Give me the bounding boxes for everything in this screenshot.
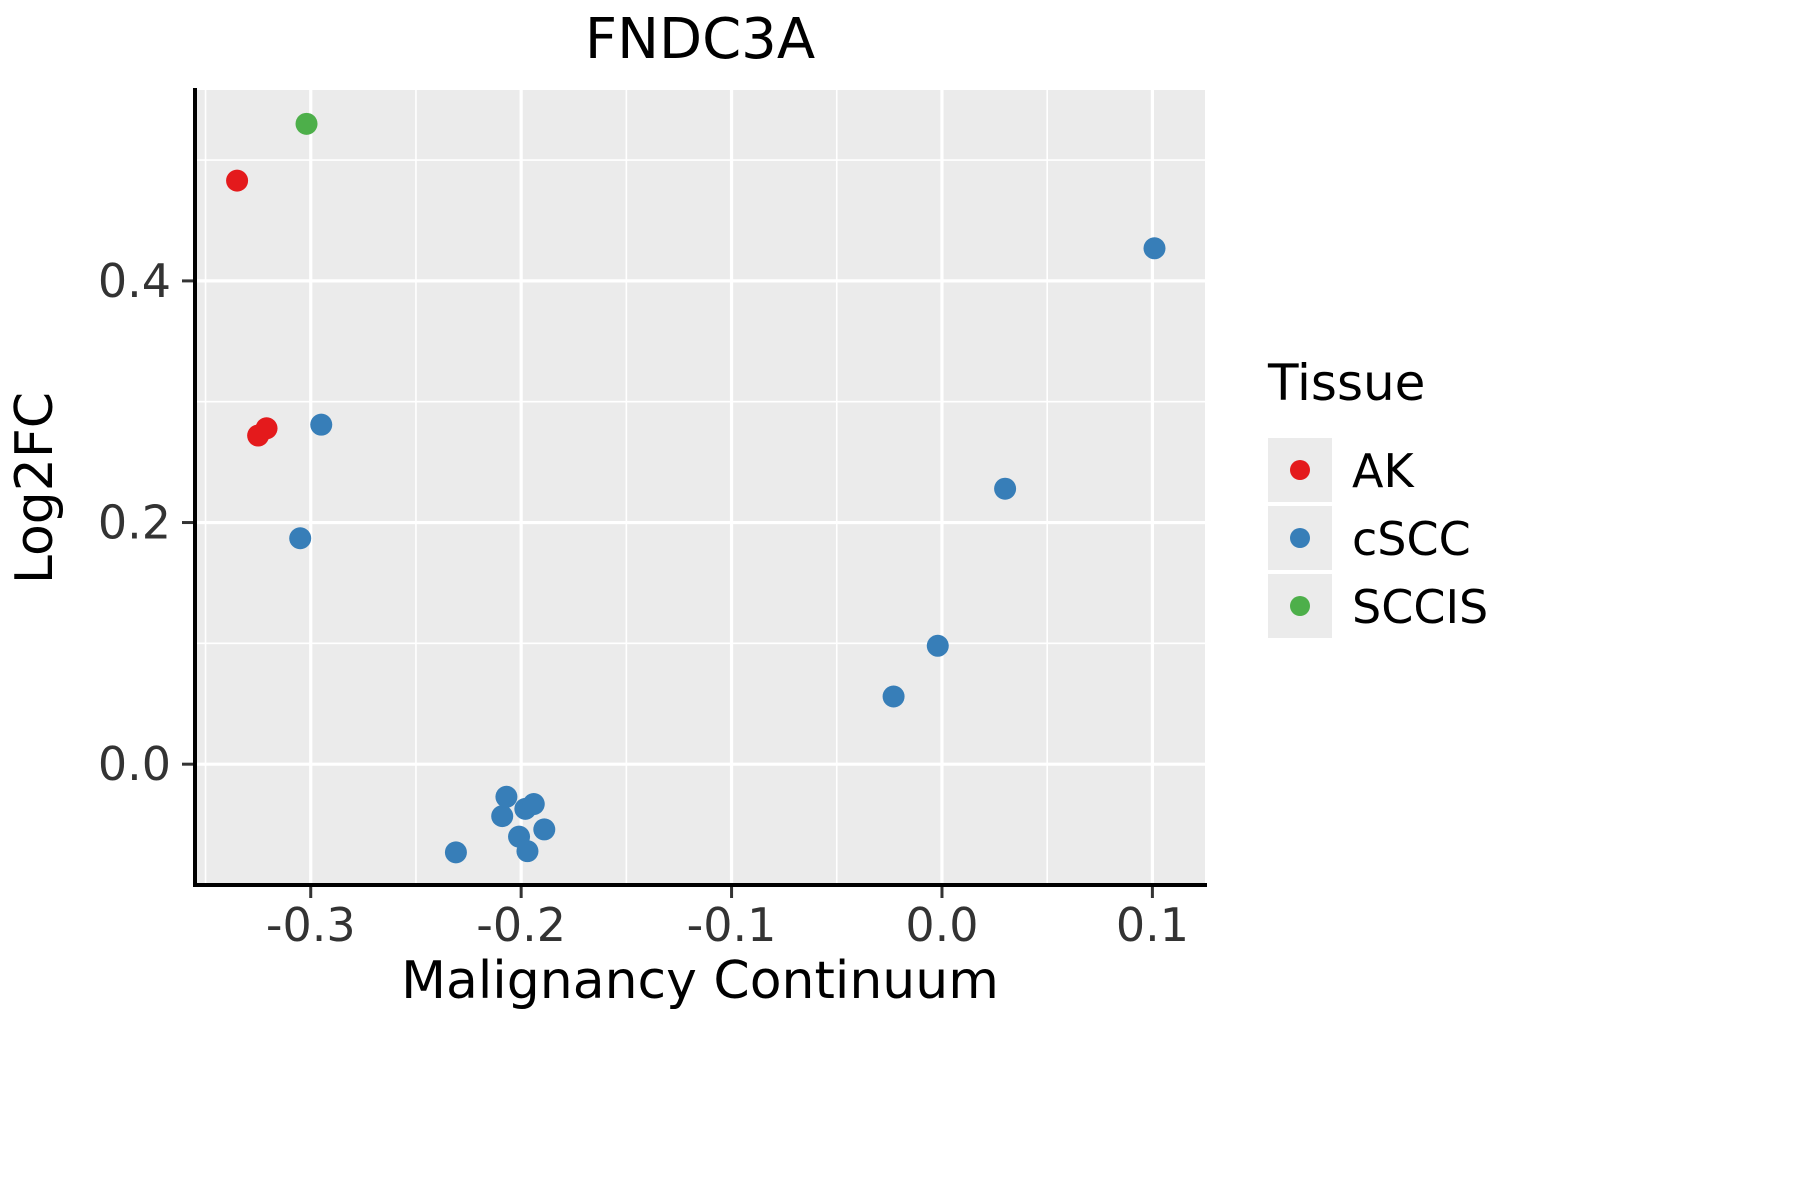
legend-dot-sccis <box>1290 596 1310 616</box>
legend-label-cscc: cSCC <box>1352 512 1471 566</box>
data-point-cscc <box>444 841 467 864</box>
y-tick-label: 0.0 <box>98 737 171 791</box>
x-tick-label: -0.2 <box>476 898 566 952</box>
x-axis-label: Malignancy Continuum <box>401 951 999 1011</box>
data-point-cscc <box>495 785 518 808</box>
plot-panel <box>195 90 1205 885</box>
legend-dot-cscc <box>1290 528 1310 548</box>
data-point-ak <box>255 417 278 440</box>
legend-title: Tissue <box>1267 354 1425 412</box>
data-point-cscc <box>882 685 905 708</box>
chart-title: FNDC3A <box>585 7 815 72</box>
data-point-cscc <box>994 477 1017 500</box>
x-tick-label: 0.0 <box>905 898 978 952</box>
data-point-cscc <box>1143 237 1166 260</box>
legend-label-ak: AK <box>1352 444 1415 498</box>
data-point-sccis <box>295 112 318 135</box>
y-axis-label: Log2FC <box>5 392 65 584</box>
x-tick-label: -0.3 <box>266 898 356 952</box>
data-point-ak <box>226 169 249 192</box>
data-point-cscc <box>522 793 545 816</box>
data-point-cscc <box>926 634 949 657</box>
data-point-cscc <box>491 805 514 828</box>
legend-dot-ak <box>1290 460 1310 480</box>
chart-layer: -0.3 -0.2 -0.1 0.0 0.1 0.0 0.2 0.4 <box>98 88 1332 952</box>
data-point-cscc <box>516 840 539 863</box>
x-tick-label: 0.1 <box>1116 898 1189 952</box>
data-point-cscc <box>310 413 333 436</box>
x-tick-label: -0.1 <box>687 898 777 952</box>
y-tick-label: 0.4 <box>98 254 171 308</box>
data-point-cscc <box>533 818 556 841</box>
data-point-cscc <box>289 527 312 550</box>
y-tick-label: 0.2 <box>98 496 171 550</box>
legend-label-sccis: SCCIS <box>1352 580 1488 634</box>
